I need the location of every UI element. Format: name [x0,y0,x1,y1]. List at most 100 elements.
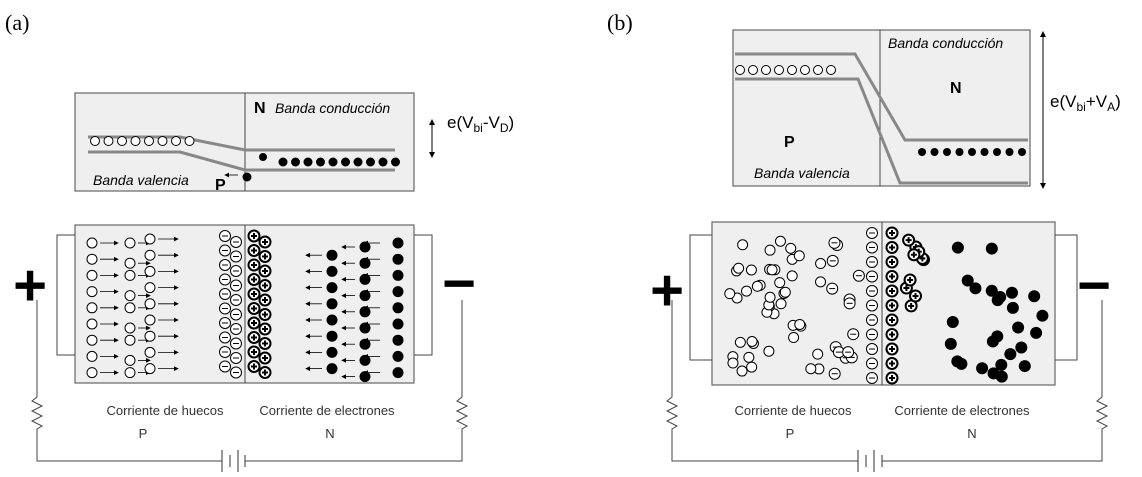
electron [243,173,252,182]
electron [981,148,989,156]
electron [393,351,404,362]
electron [955,358,967,370]
hole [788,66,797,75]
p-label: P [139,426,148,441]
electron [393,367,404,378]
hole [794,251,804,261]
electron [1018,148,1026,156]
hole [87,368,97,378]
hole [775,236,785,246]
electron [327,298,338,309]
electron [945,338,957,350]
hole [125,303,135,313]
hole [87,351,97,361]
electron [379,158,388,167]
electron [1015,342,1027,354]
electron [360,355,371,366]
n-label: N [967,426,976,441]
electron [279,158,288,167]
hole [734,263,744,273]
electron [393,302,404,313]
electron [327,363,338,374]
p-label: P [784,134,795,151]
hole [87,335,97,345]
energy-label: e(Vbi+VA) [1050,92,1121,114]
electron [329,158,338,167]
hole [185,137,194,146]
electron [360,306,371,317]
electron [360,242,371,253]
hole [776,299,786,309]
electron [393,286,404,297]
hole [816,277,826,287]
electron [1028,290,1040,302]
band-label: Banda valencia [754,165,850,181]
electron [327,347,338,358]
hole [786,243,796,253]
hole [118,137,127,146]
hole [827,66,836,75]
electron [952,242,964,254]
hole [787,271,797,281]
hole [125,368,135,378]
hole [145,266,155,276]
hole [747,362,757,372]
electron [1012,321,1024,333]
hole [789,333,799,343]
electron [327,315,338,326]
p-label: P [786,426,795,441]
hole [87,303,97,313]
electron [327,282,338,293]
n-label: N [950,80,962,97]
hole [145,331,155,341]
electron [360,371,371,382]
hole [125,291,135,301]
electron [1006,287,1018,299]
current-label: Corriente de electrones [259,403,395,418]
electron [393,319,404,330]
electron [1036,310,1048,322]
electron [968,148,976,156]
electron [393,238,404,249]
electron [327,250,338,261]
hole [158,137,167,146]
electron [341,158,350,167]
minus-sign: − [442,251,476,316]
electron [1004,348,1016,360]
electron [360,323,371,334]
hole [775,278,785,288]
hole [814,66,823,75]
hole [744,352,754,362]
hole [725,289,735,299]
electron [391,158,400,167]
electron [992,294,1004,306]
panel-label: (a) [5,10,29,35]
hole [735,337,745,347]
electron [931,148,939,156]
hole [738,240,748,250]
hole [816,259,826,269]
hole [104,137,113,146]
electron [360,274,371,285]
hole [145,347,155,357]
hole [765,292,775,302]
hole [775,66,784,75]
electron [360,339,371,350]
hole [87,270,97,280]
hole [125,323,135,333]
hole [728,358,738,368]
plus-sign: + [650,258,684,323]
current-label: Corriente de huecos [734,403,852,418]
hole [125,335,135,345]
p-label: P [215,177,226,194]
electron [360,258,371,269]
current-label: Corriente de electrones [894,403,1030,418]
electron [1030,327,1042,339]
hole [742,286,752,296]
hole [87,319,97,329]
diagram: (a) (b) N Banda conducción Banda valenci… [0,0,1142,477]
hole [145,283,155,293]
hole [145,137,154,146]
hole [749,66,758,75]
hole [91,137,100,146]
